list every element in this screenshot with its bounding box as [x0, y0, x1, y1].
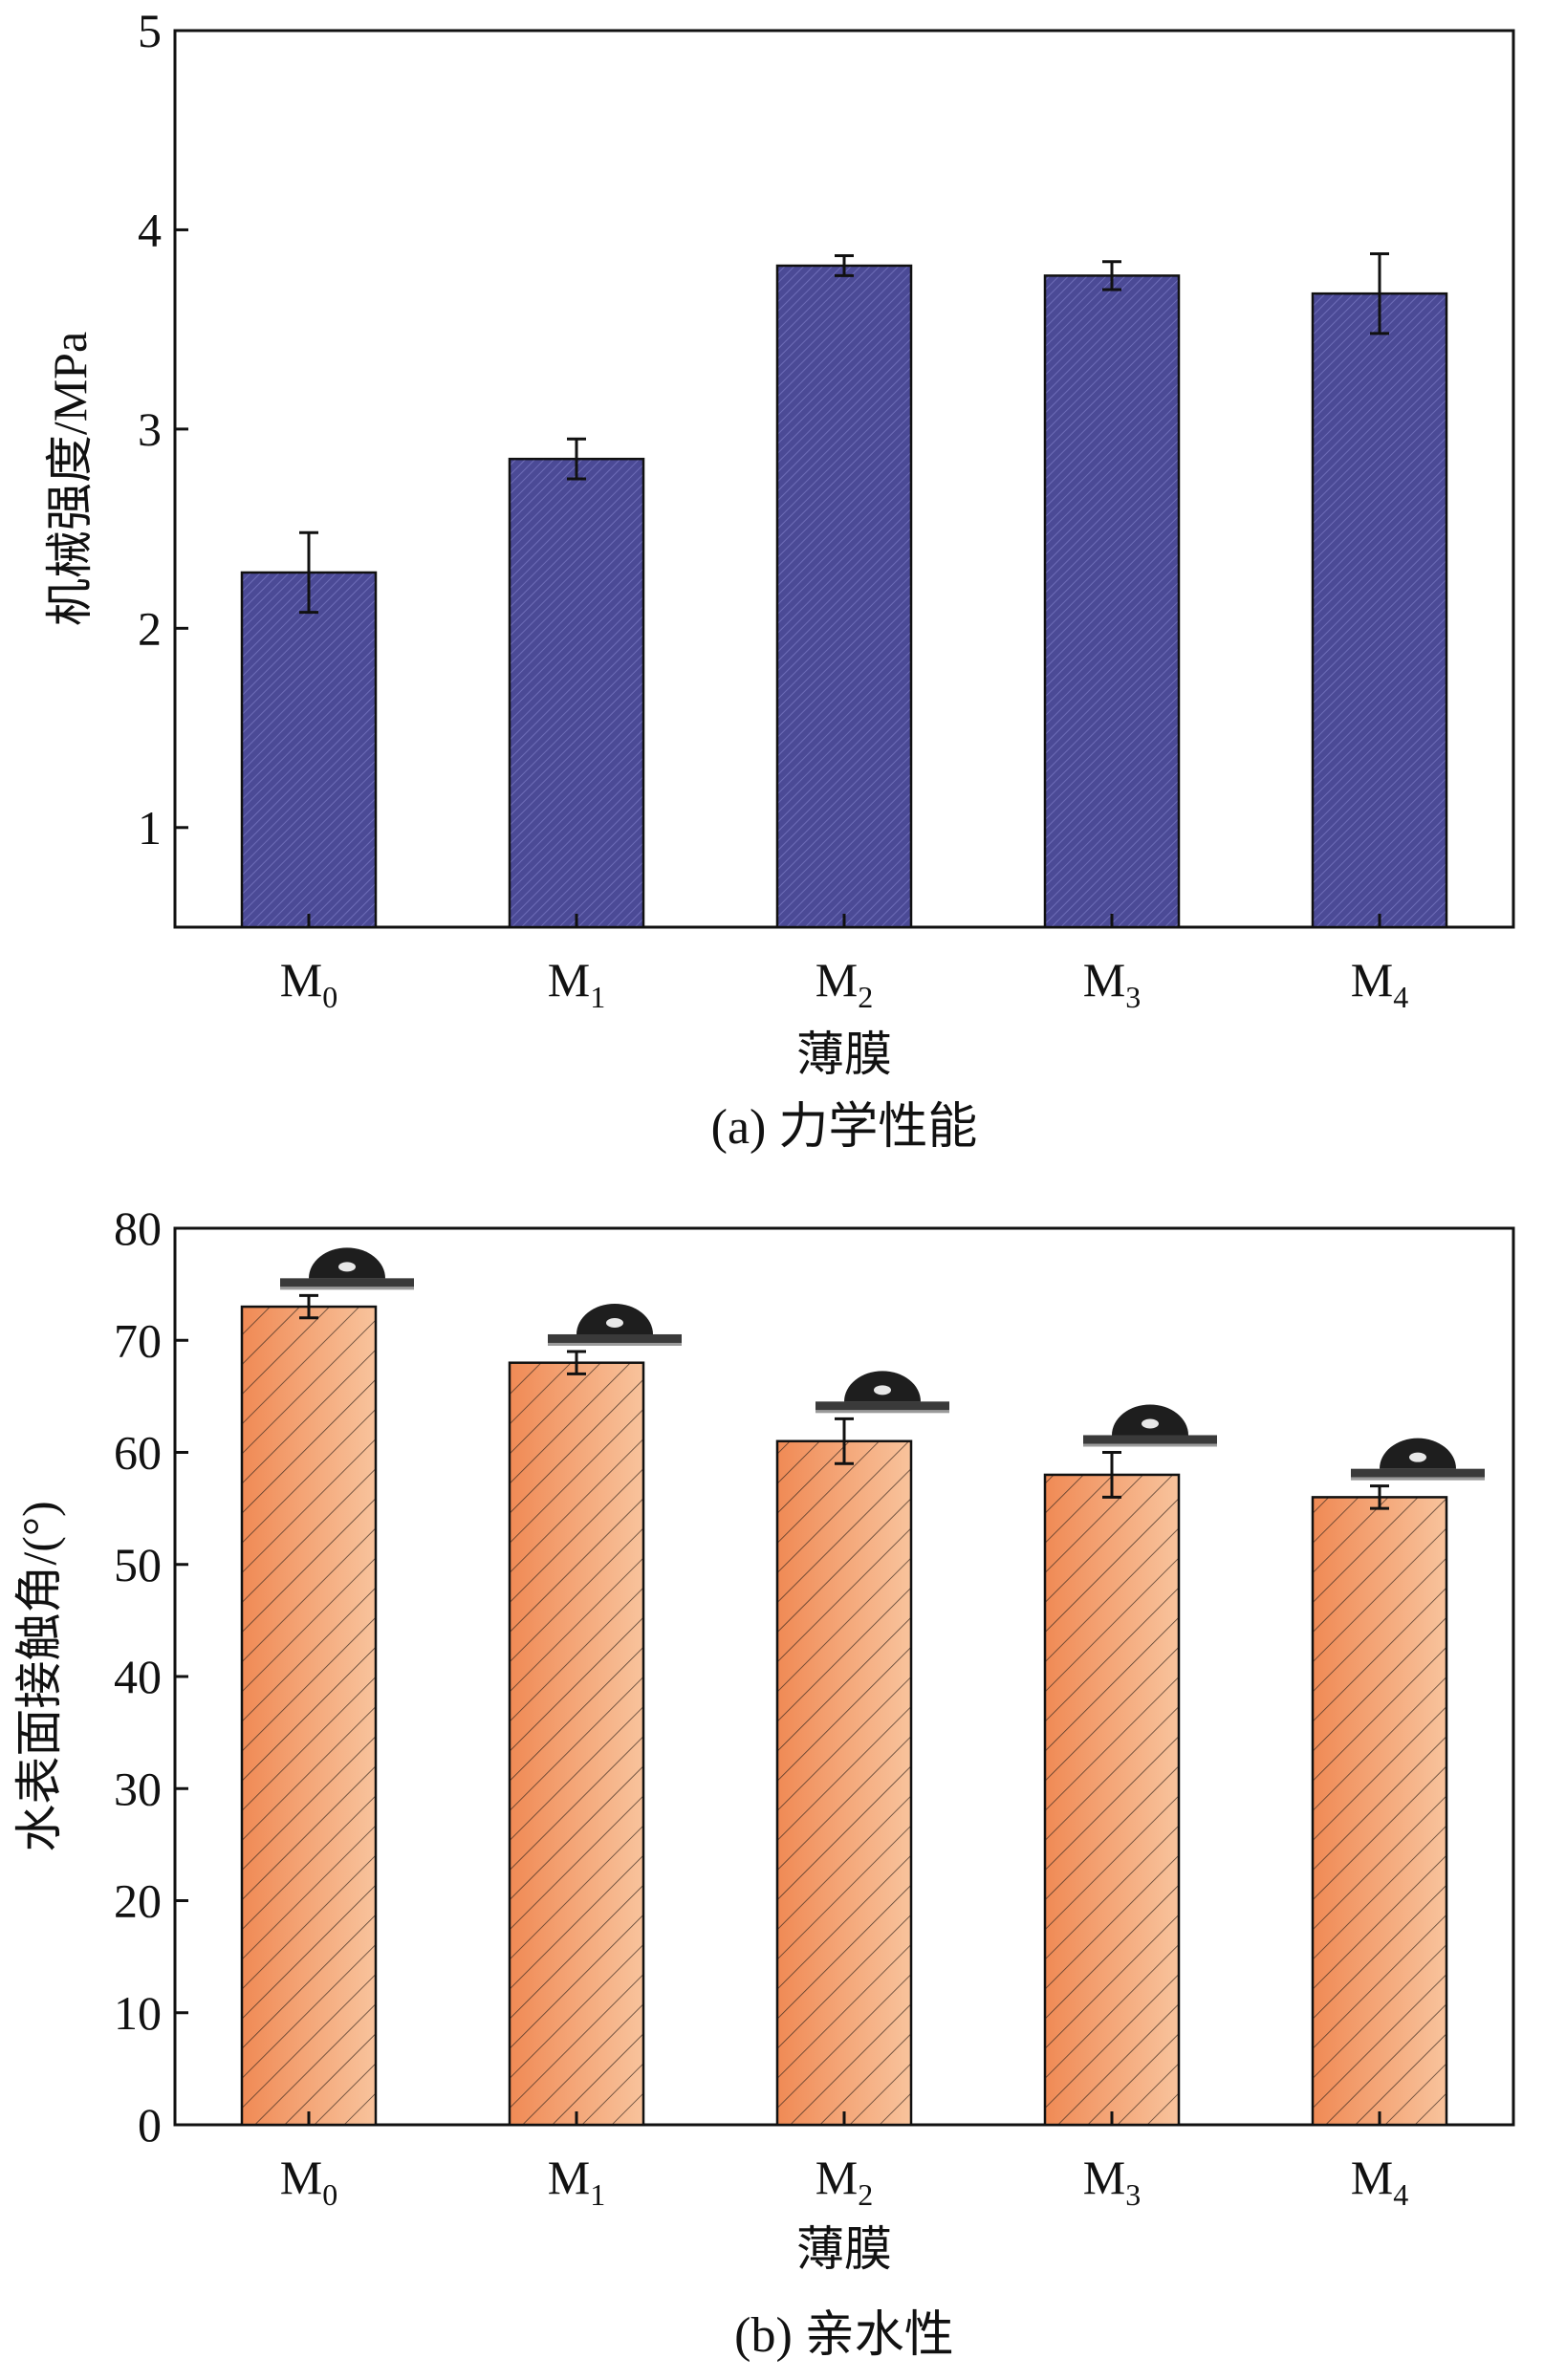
y-tick-label: 80 [114, 1201, 162, 1255]
y-tick-label: 60 [114, 1426, 162, 1480]
chart-b-x-axis-label: 薄膜 [796, 2222, 892, 2276]
x-tick-label-M2: M2 [815, 953, 873, 1014]
error-bar-M4 [1370, 1484, 1389, 1510]
error-bar-M0 [299, 1293, 318, 1320]
bar-M0 [240, 1305, 378, 2127]
x-tick-label-M1: M1 [548, 2151, 605, 2212]
x-tick-label-M4: M4 [1351, 2151, 1408, 2212]
y-tick-label: 50 [114, 1538, 162, 1591]
error-bar-M0 [299, 530, 318, 615]
bar-M1 [508, 457, 645, 929]
y-tick-label: 30 [114, 1762, 162, 1815]
bar-M4 [1311, 292, 1448, 929]
x-tick-label-M2: M2 [815, 2151, 873, 2212]
y-tick-label: 0 [138, 2098, 162, 2152]
y-tick-label: 1 [138, 801, 162, 855]
chart-a-mechanical-strength: 1 2 3 4 5 M0 M1 M2 M3 M4 机械强度/MPa 薄膜 (a) 力学性能 [43, 4, 1515, 1155]
water-droplet-icon [1083, 1404, 1217, 1447]
error-bar-M3 [1102, 260, 1121, 292]
chart-b-y-axis-label: 水表面接触角/(°) [12, 1501, 66, 1851]
y-tick-label: 20 [114, 1874, 162, 1928]
error-bar-M4 [1370, 251, 1389, 335]
water-droplet-icon [815, 1371, 949, 1414]
x-tick-label-M3: M3 [1083, 953, 1141, 1014]
chart-a-x-axis-label: 薄膜 [796, 1028, 892, 1081]
bar-M3 [1043, 274, 1181, 929]
error-bar-M2 [835, 1417, 854, 1465]
bar-M1 [508, 1361, 645, 2127]
x-tick-label-M0: M0 [280, 2151, 337, 2212]
bar-M2 [775, 264, 913, 929]
y-tick-label: 3 [138, 402, 162, 456]
x-tick-label-M4: M4 [1351, 953, 1408, 1014]
x-tick-label-M0: M0 [280, 953, 337, 1014]
y-tick-label: 70 [114, 1313, 162, 1367]
error-bar-M2 [835, 254, 854, 277]
x-tick-label-M3: M3 [1083, 2151, 1141, 2212]
y-tick-label: 40 [114, 1650, 162, 1703]
error-bar-M1 [567, 437, 586, 481]
error-bar-M1 [567, 1350, 586, 1375]
y-tick-label: 5 [138, 4, 162, 57]
chart-a-caption: (a) 力学性能 [711, 1100, 978, 1155]
error-bar-M3 [1102, 1451, 1121, 1499]
bar-M2 [775, 1439, 913, 2127]
y-tick-label: 10 [114, 1986, 162, 2040]
chart-a-y-axis-label: 机械强度/MPa [43, 332, 97, 626]
chart-b-caption: (b) 亲水性 [734, 2308, 954, 2363]
bar-M4 [1311, 1496, 1448, 2127]
bar-M0 [240, 571, 378, 929]
water-droplet-icon [1351, 1438, 1485, 1481]
y-tick-label: 2 [138, 601, 162, 655]
x-tick-label-M1: M1 [548, 953, 605, 1014]
bar-M3 [1043, 1473, 1181, 2127]
y-tick-label: 4 [138, 203, 162, 256]
water-droplet-icon [280, 1247, 414, 1290]
water-droplet-icon [548, 1303, 682, 1346]
